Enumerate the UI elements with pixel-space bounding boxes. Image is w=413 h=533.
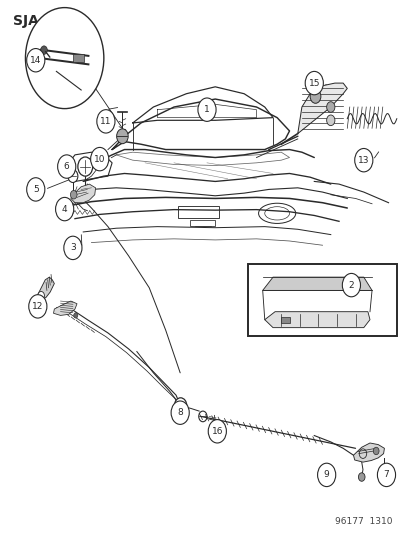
Circle shape	[309, 90, 320, 103]
Circle shape	[55, 197, 74, 221]
Polygon shape	[297, 83, 347, 134]
Text: 1: 1	[204, 105, 209, 114]
Text: SJA–1310: SJA–1310	[13, 14, 85, 28]
Text: 13: 13	[357, 156, 369, 165]
Text: 3: 3	[70, 244, 76, 253]
Circle shape	[354, 149, 372, 172]
Text: 12: 12	[32, 302, 43, 311]
Text: 15: 15	[308, 78, 319, 87]
Circle shape	[64, 236, 82, 260]
Circle shape	[171, 401, 189, 424]
Bar	[248, 264, 396, 336]
Text: 4: 4	[62, 205, 67, 214]
Circle shape	[78, 157, 93, 176]
Polygon shape	[36, 277, 54, 304]
Circle shape	[326, 115, 334, 126]
Circle shape	[116, 129, 128, 144]
Text: 2: 2	[348, 280, 354, 289]
Text: 96177  1310: 96177 1310	[335, 517, 392, 526]
Circle shape	[74, 313, 78, 318]
Text: 6: 6	[64, 162, 69, 171]
Circle shape	[28, 295, 47, 318]
Circle shape	[57, 155, 76, 178]
Circle shape	[90, 148, 109, 171]
Circle shape	[25, 7, 104, 109]
Circle shape	[358, 473, 364, 481]
Text: 11: 11	[100, 117, 112, 126]
Text: 8: 8	[177, 408, 183, 417]
Text: 5: 5	[33, 185, 38, 194]
Circle shape	[97, 110, 115, 133]
Circle shape	[26, 49, 45, 72]
Polygon shape	[53, 301, 77, 316]
Polygon shape	[262, 277, 371, 290]
Text: 7: 7	[383, 471, 388, 479]
Circle shape	[174, 398, 186, 414]
Circle shape	[70, 190, 77, 199]
Polygon shape	[264, 312, 369, 328]
Text: 9: 9	[323, 471, 329, 479]
Bar	[280, 317, 289, 324]
Circle shape	[380, 466, 388, 477]
Bar	[178, 206, 219, 217]
Circle shape	[373, 447, 378, 455]
Circle shape	[68, 169, 78, 182]
Bar	[190, 220, 215, 225]
Circle shape	[342, 273, 360, 297]
Circle shape	[377, 463, 394, 487]
Bar	[73, 54, 84, 62]
Text: 16: 16	[211, 427, 223, 436]
Text: 14: 14	[30, 56, 41, 64]
Text: 10: 10	[94, 155, 105, 164]
Circle shape	[317, 463, 335, 487]
Polygon shape	[353, 443, 384, 462]
Circle shape	[208, 419, 226, 443]
Circle shape	[26, 177, 45, 201]
Circle shape	[326, 102, 334, 112]
Circle shape	[197, 98, 216, 122]
Circle shape	[40, 46, 47, 54]
Circle shape	[304, 71, 323, 95]
Polygon shape	[71, 184, 95, 203]
Circle shape	[38, 292, 44, 300]
